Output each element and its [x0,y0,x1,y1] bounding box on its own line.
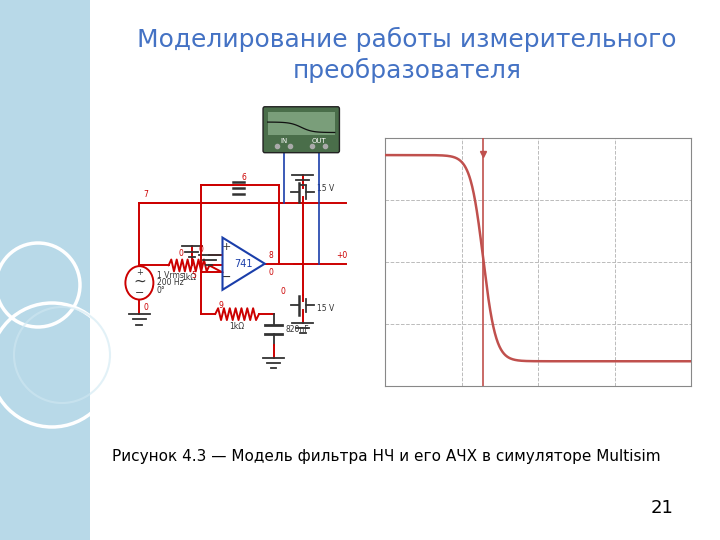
Text: 15 V: 15 V [318,305,335,313]
FancyBboxPatch shape [263,107,339,153]
Text: 1 Vrms: 1 Vrms [157,271,184,280]
Text: OUT: OUT [311,138,326,144]
Text: 0: 0 [199,245,204,254]
Text: 0: 0 [144,303,148,313]
Text: −: − [135,288,144,298]
Text: 8: 8 [269,251,273,260]
Text: +: + [221,242,230,252]
Text: 1kΩ: 1kΩ [181,273,197,282]
Text: 6: 6 [242,173,247,182]
Text: 820nF: 820nF [285,325,309,334]
Text: 200 Hz: 200 Hz [157,278,184,287]
Text: 0: 0 [179,249,183,258]
Text: 9: 9 [219,301,223,310]
Text: 0: 0 [280,287,285,296]
Text: 21: 21 [650,498,673,517]
Text: IN: IN [280,138,287,144]
Text: 0°: 0° [157,286,166,295]
Text: +: + [136,268,143,277]
Text: Моделирование работы измерительного
преобразователя: Моделирование работы измерительного прео… [137,27,677,83]
Text: 1kΩ: 1kΩ [230,322,245,331]
Text: +0: +0 [336,251,348,260]
Text: 15 V: 15 V [318,184,335,193]
Text: 7: 7 [144,190,148,199]
Text: −: − [221,271,231,284]
Bar [268,112,335,135]
Text: Рисунок 4.3 — Модель фильтра НЧ и его АЧХ в симуляторе Multisim: Рисунок 4.3 — Модель фильтра НЧ и его АЧ… [112,449,660,464]
Text: 0: 0 [268,268,273,277]
Text: 5: 5 [192,272,197,280]
Text: ~: ~ [133,274,145,288]
Text: 741: 741 [235,259,253,269]
